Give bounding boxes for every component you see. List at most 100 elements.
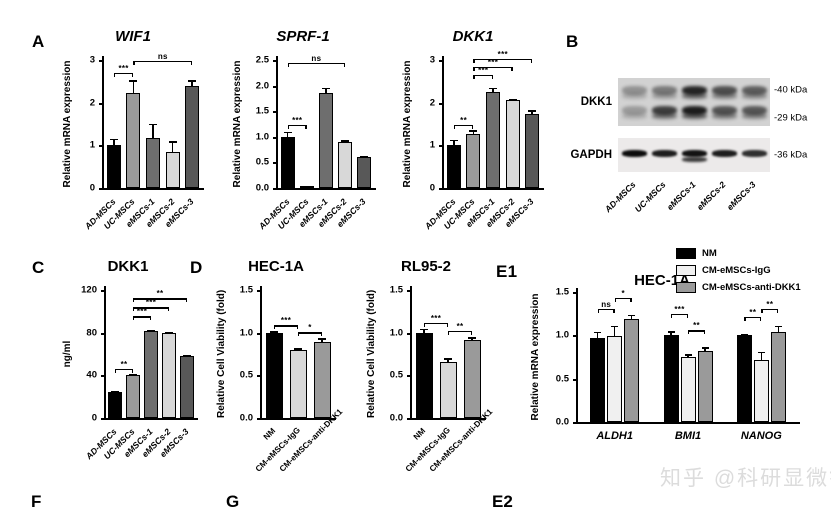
- blot-band: [622, 113, 647, 119]
- error-cap: [149, 123, 157, 126]
- y-tick-label: 1.5: [255, 105, 269, 117]
- y-tick: [573, 292, 578, 294]
- sig-label: *: [308, 323, 312, 333]
- blot-band: [622, 93, 647, 99]
- y-tick-label: 40: [86, 369, 97, 381]
- sig-tick: [686, 314, 688, 318]
- error-cap: [489, 87, 497, 90]
- chart-hec1a-viability: HEC-1A 0.0 0.5 1.0 1.5 *** * Relative Cell Via…: [212, 258, 344, 474]
- sig-line: [424, 322, 448, 325]
- error-cap: [468, 336, 476, 339]
- sig-tick: [133, 61, 135, 66]
- y-tick: [101, 418, 106, 420]
- error-cap: [283, 131, 292, 134]
- legend-item: CM-eMSCs-anti-DKK1: [676, 282, 801, 293]
- error-cap: [528, 110, 537, 112]
- bar: [680, 357, 696, 422]
- error-bar: [453, 139, 455, 146]
- sig-tick: [298, 332, 300, 337]
- bar: [770, 331, 786, 422]
- y-axis-line: [260, 286, 262, 420]
- error-cap: [129, 373, 137, 376]
- x-axis-line: [410, 418, 486, 420]
- plot-area: 0.0 0.5 1.0 1.5 ns * *** ** ** **: [556, 287, 800, 428]
- y-tick: [99, 60, 104, 62]
- legend-item: CM-eMSCs-IgG: [676, 265, 771, 276]
- chart-title: HEC-1A: [634, 272, 690, 289]
- x-axis-line: [276, 188, 376, 190]
- chart-title: HEC-1A: [248, 258, 304, 275]
- sig-tick: [448, 330, 450, 335]
- y-tick: [573, 378, 578, 381]
- error-bar: [171, 141, 174, 153]
- plot-area: 0.0 0.5 1.0 1.5 2.0 2.5 *** ns: [256, 54, 376, 194]
- bar: [146, 137, 160, 188]
- sig-label: ***: [478, 65, 489, 75]
- sig-tick: [472, 124, 474, 129]
- panel-label-e2-cut: E2: [492, 492, 513, 508]
- bar: [466, 134, 481, 188]
- bar: [357, 157, 372, 188]
- error-cap: [341, 140, 350, 142]
- legend-swatch: [676, 265, 696, 276]
- y-axis-line: [442, 56, 444, 190]
- sig-label: **: [693, 321, 700, 331]
- bar: [180, 355, 194, 418]
- sig-line: [298, 332, 322, 334]
- error-bar: [630, 314, 633, 319]
- blot-band: [682, 86, 707, 95]
- blot-band: [652, 106, 677, 115]
- y-tick: [439, 60, 444, 62]
- error-bar: [321, 338, 323, 343]
- sig-label: ***: [430, 313, 442, 323]
- bar: [736, 335, 752, 422]
- y-tick-label: 2.0: [255, 80, 269, 92]
- error-bar: [325, 87, 327, 94]
- x-axis-category-label: ALDH1: [596, 430, 633, 442]
- y-tick-label: 1.0: [555, 329, 569, 341]
- bar: [663, 335, 679, 422]
- sig-tick: [149, 316, 151, 321]
- y-tick: [407, 418, 412, 420]
- legend-swatch: [676, 248, 696, 259]
- sig-tick: [274, 325, 276, 330]
- sig-tick: [287, 62, 289, 67]
- panel-label-g-cut: G: [226, 492, 240, 508]
- bar: [162, 332, 176, 418]
- western-blot-panel: DKK1 -40 kDa -29 kDa GAPDH -36 kDa AD-MSCs UC-…: [566, 60, 826, 230]
- error-cap: [684, 354, 692, 356]
- y-tick-label: 0.5: [389, 369, 403, 381]
- bar: [439, 361, 457, 418]
- error-bar: [760, 351, 763, 361]
- y-axis-label: Relative Cell Viability (fold): [366, 289, 377, 418]
- panel-label-c: C: [32, 258, 45, 277]
- bar: [289, 349, 307, 418]
- error-cap: [444, 358, 452, 360]
- y-tick: [99, 145, 104, 148]
- error-cap: [508, 98, 517, 101]
- blot-band: [682, 113, 707, 119]
- y-tick-label: 0.0: [555, 416, 569, 428]
- error-cap: [757, 351, 765, 354]
- y-tick-label: 0.0: [389, 412, 403, 424]
- sig-tick: [132, 73, 134, 78]
- error-cap: [111, 391, 119, 393]
- y-axis-line: [102, 56, 104, 190]
- blot-band: [742, 86, 767, 95]
- chart-dkk1-mrna: DKK1 0 1 2 3 ** *** *** *** Relative mRNA expres…: [398, 28, 548, 231]
- sig-label: ns: [601, 299, 612, 309]
- y-tick-label: 0.5: [555, 373, 569, 385]
- chart-title: SPRF-1: [276, 28, 330, 45]
- blot-band: [742, 93, 767, 99]
- blot-band: [742, 106, 767, 115]
- y-tick-label: 1.5: [555, 286, 569, 298]
- error-bar: [670, 331, 672, 336]
- sig-tick: [473, 58, 475, 63]
- sig-line: [473, 58, 533, 61]
- panel-label-b: B: [566, 32, 579, 51]
- y-tick: [407, 290, 412, 292]
- x-axis-line: [260, 418, 336, 420]
- bar: [265, 332, 283, 418]
- sig-tick: [113, 73, 116, 78]
- sig-line: [133, 316, 151, 318]
